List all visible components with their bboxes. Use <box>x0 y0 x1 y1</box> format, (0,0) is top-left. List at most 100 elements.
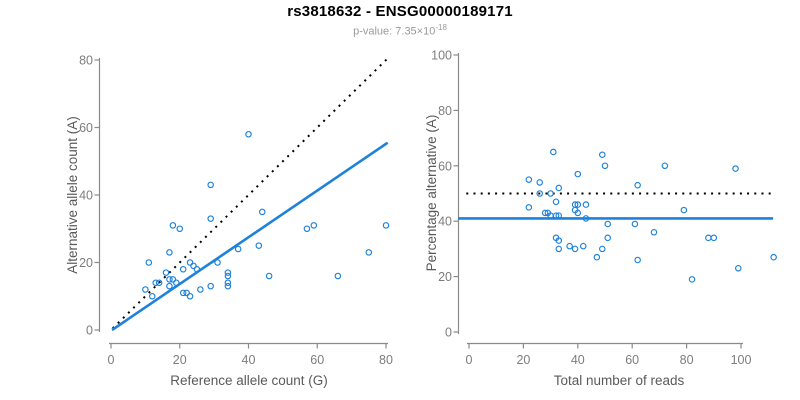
data-point <box>207 282 214 290</box>
y-tick-label: 60 <box>438 159 452 173</box>
data-point <box>224 282 232 290</box>
data-point <box>334 272 342 280</box>
data-point <box>197 286 204 293</box>
y-tick-label: 60 <box>79 121 93 135</box>
data-point <box>732 165 739 172</box>
data-point <box>770 253 777 261</box>
left-y-axis-title: Alternative allele count (A) <box>65 116 80 274</box>
x-tick-label: 40 <box>571 353 585 367</box>
data-point <box>166 249 173 256</box>
data-point <box>224 272 232 280</box>
data-point <box>604 220 611 228</box>
right-y-axis-title: Percentage alternative (A) <box>424 115 439 272</box>
data-point <box>166 276 173 283</box>
x-tick-label: 0 <box>108 353 115 367</box>
x-tick-label: 20 <box>173 353 187 367</box>
data-point <box>169 222 177 229</box>
data-point <box>634 181 641 189</box>
right-x-axis-title: Total number of reads <box>554 373 685 388</box>
y-tick-label: 100 <box>431 49 452 63</box>
data-point <box>710 234 718 242</box>
data-point <box>579 242 587 250</box>
data-point <box>547 190 554 197</box>
p-value-text: p-value: 7.35×10 <box>353 25 436 38</box>
data-point <box>599 245 606 253</box>
p-value-exponent: -18 <box>435 23 447 32</box>
data-point <box>224 279 232 287</box>
data-point <box>245 130 252 138</box>
data-point <box>303 225 311 233</box>
data-point <box>207 181 214 189</box>
data-point <box>601 162 609 170</box>
data-point <box>166 282 173 290</box>
regression-line <box>111 141 389 332</box>
data-point <box>555 184 563 192</box>
data-point <box>574 170 582 178</box>
x-tick-label: 80 <box>680 353 694 367</box>
data-point <box>582 201 590 208</box>
data-point <box>176 225 184 233</box>
data-point <box>214 259 221 266</box>
figure-title: rs3818632 - ENSG00000189171 <box>287 3 513 20</box>
data-point <box>169 276 177 283</box>
data-point <box>186 259 194 266</box>
x-tick-label: 80 <box>379 353 393 367</box>
y-tick-label: 20 <box>438 270 452 284</box>
data-point <box>224 269 232 276</box>
data-point <box>688 276 696 283</box>
y-tick-label: 0 <box>445 326 452 340</box>
p-value-subtitle: p-value: 7.35×10-18 <box>0 23 800 38</box>
right-plot: 0 20 40 60 80 100 0 20 40 60 80 100 Total number of … <box>424 49 777 388</box>
data-point <box>661 162 669 170</box>
data-point <box>255 242 263 249</box>
data-point <box>566 242 573 250</box>
identity-line <box>112 55 391 330</box>
x-tick-label: 0 <box>466 353 473 367</box>
data-point <box>555 237 563 244</box>
data-point <box>179 265 187 273</box>
data-point <box>536 190 543 197</box>
data-point <box>179 289 187 297</box>
data-point <box>152 279 159 287</box>
data-point <box>650 229 658 236</box>
data-point <box>207 215 214 222</box>
data-point <box>193 265 201 273</box>
data-point <box>599 151 606 158</box>
data-point <box>142 286 149 293</box>
left-plot: 0 20 40 60 80 0 20 40 60 80 Reference allele count… <box>65 54 393 389</box>
x-tick-label: 60 <box>625 353 639 367</box>
y-tick-label: 80 <box>79 54 93 68</box>
data-point <box>155 279 163 287</box>
data-point <box>382 222 390 229</box>
data-point <box>593 253 601 261</box>
data-point <box>555 245 563 253</box>
data-point <box>705 234 712 242</box>
data-point <box>536 179 543 186</box>
data-point <box>604 234 611 242</box>
y-tick-label: 40 <box>79 189 93 203</box>
data-point <box>571 245 579 253</box>
data-point <box>365 249 373 256</box>
data-point <box>234 245 242 253</box>
data-point <box>631 220 639 228</box>
x-tick-label: 100 <box>731 353 752 367</box>
x-tick-label: 60 <box>310 353 324 367</box>
data-point <box>555 212 563 219</box>
y-tick-label: 80 <box>438 104 452 118</box>
data-point <box>541 209 549 217</box>
x-tick-label: 20 <box>516 353 530 367</box>
y-tick-label: 40 <box>438 215 452 229</box>
data-point <box>148 292 156 300</box>
data-point <box>190 262 197 270</box>
x-tick-label: 40 <box>242 353 256 367</box>
data-point <box>525 204 533 211</box>
data-point <box>582 215 590 222</box>
y-tick-label: 20 <box>79 256 93 270</box>
data-point <box>735 265 742 272</box>
data-point <box>525 176 533 183</box>
data-point <box>574 201 582 208</box>
data-point <box>574 209 582 217</box>
data-point <box>258 208 266 216</box>
